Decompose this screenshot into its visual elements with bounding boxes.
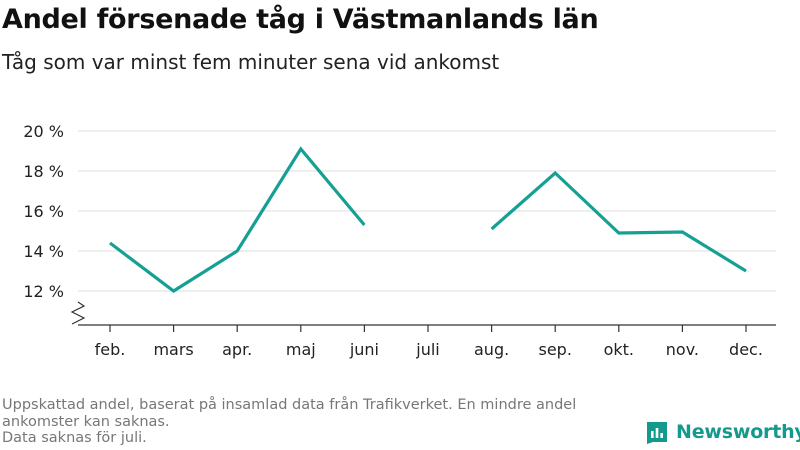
- brand-logo: Newsworthy: [645, 420, 800, 444]
- footnote-line: Data saknas för juli.: [2, 430, 147, 446]
- x-tick-label: maj: [286, 340, 316, 359]
- x-tick-label: juni: [349, 340, 379, 359]
- x-tick-label: apr.: [222, 340, 252, 359]
- chart-title: Andel försenade tåg i Västmanlands län: [2, 4, 599, 35]
- x-tick-label: feb.: [95, 340, 126, 359]
- brand-name: Newsworthy: [676, 421, 800, 443]
- line-chart: 12 % 14 % 16 % 18 % 20 % feb. mars apr. maj juni j…: [23, 122, 776, 359]
- y-tick-label: 20 %: [23, 122, 64, 141]
- x-tick-label: nov.: [666, 340, 699, 359]
- x-tick-label: dec.: [729, 340, 763, 359]
- newsworthy-logo-icon: [647, 422, 667, 444]
- x-tick-label: aug.: [474, 340, 509, 359]
- series-line: [490, 170, 747, 273]
- y-tick-label: 18 %: [23, 162, 64, 181]
- footnote-line: ankomster kan saknas.: [2, 413, 170, 430]
- chart-subtitle: Tåg som var minst fem minuter sena vid a…: [2, 50, 500, 74]
- y-tick-label: 12 %: [23, 282, 64, 301]
- footnote-line: Uppskattad andel, baserat på insamlad da…: [2, 397, 577, 413]
- x-tick-label: okt.: [604, 340, 634, 359]
- y-tick-label: 14 %: [23, 242, 64, 261]
- footnote: Uppskattad andel, baserat på insamlad da…: [2, 397, 642, 447]
- axis-break-icon: [70, 301, 86, 325]
- series-line: [109, 146, 366, 293]
- x-tick-label: juli: [415, 340, 439, 359]
- x-tick-label: mars: [153, 340, 193, 359]
- x-tick-label: sep.: [538, 340, 571, 359]
- y-tick-label: 16 %: [23, 202, 64, 221]
